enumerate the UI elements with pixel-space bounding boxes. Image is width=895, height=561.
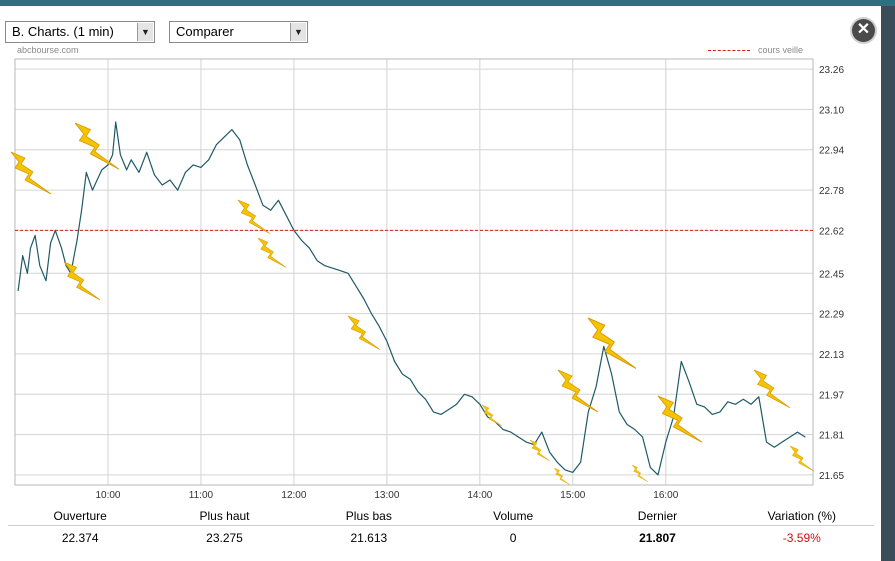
lightning-bolt-icon: [753, 369, 791, 409]
lightning-bolt-icon: [481, 404, 503, 427]
header-open: Ouverture: [53, 509, 107, 523]
value-low: 21.613: [296, 525, 441, 550]
chart-dialog: [0, 6, 881, 561]
x-tick-label: 16:00: [653, 490, 678, 501]
x-tick-label: 15:00: [560, 490, 585, 501]
chevron-down-icon[interactable]: ▼: [137, 23, 153, 41]
legend: cours veille: [708, 45, 803, 55]
value-volume: 0: [440, 525, 586, 550]
value-high: 23.275: [152, 525, 297, 550]
legend-reference-label: cours veille: [758, 45, 804, 55]
legend-reference-swatch: [708, 50, 750, 52]
lightning-bolt-icon: [529, 439, 551, 462]
y-tick-label: 21.81: [819, 431, 844, 442]
lightning-bolt-icon: [657, 395, 703, 443]
x-tick-label: 11:00: [189, 490, 214, 501]
lightning-bolt-icon: [347, 315, 381, 350]
value-open: 22.374: [8, 525, 153, 550]
lightning-bolt-icon: [237, 199, 271, 234]
y-tick-label: 21.97: [819, 390, 844, 401]
page-edge-strip: [881, 6, 895, 561]
bolt-overlay: [10, 122, 815, 485]
y-tick-label: 22.13: [819, 350, 844, 361]
value-last: 21.807: [585, 525, 730, 550]
price-series-line: [17, 121, 806, 476]
y-tick-label: 22.45: [819, 269, 844, 280]
y-tick-label: 21.65: [819, 471, 844, 482]
y-axis: 23.26 23.10 22.94 22.78 22.62 22.45 22.29 22.13…: [819, 65, 844, 482]
y-tick-label: 22.78: [819, 186, 844, 197]
compare-select-value: Comparer: [176, 24, 234, 39]
chart-type-select-value: B. Charts. (1 min): [12, 24, 114, 39]
chart-type-select[interactable]: B. Charts. (1 min) ▼: [5, 21, 155, 43]
y-tick-label: 22.62: [819, 226, 844, 237]
x-tick-label: 12:00: [281, 490, 306, 501]
header-last: Dernier: [637, 509, 678, 523]
quote-summary-table: Ouverture Plus haut Plus bas Volume Dern…: [8, 507, 874, 550]
value-variation: -3.59%: [729, 525, 874, 550]
lightning-bolt-icon: [74, 122, 120, 170]
chevron-down-icon[interactable]: ▼: [290, 23, 306, 41]
header-low: Plus bas: [345, 509, 392, 523]
y-tick-label: 22.29: [819, 310, 844, 321]
lightning-bolt-icon: [553, 467, 571, 485]
top-bar: [0, 0, 895, 6]
lightning-bolt-icon: [789, 445, 815, 472]
header-variation: Variation (%): [767, 509, 837, 523]
x-tick-label: 10:00: [95, 490, 120, 501]
lightning-bolt-icon: [257, 237, 287, 268]
lightning-bolt-icon: [631, 464, 649, 482]
lightning-bolt-icon: [557, 369, 599, 413]
x-axis: 10:00 11:00 12:00 13:00 14:00 15:00 16:00: [95, 490, 678, 501]
y-tick-label: 23.10: [819, 105, 844, 116]
lightning-bolt-icon: [10, 151, 52, 195]
y-tick-label: 23.26: [819, 65, 844, 76]
plot-border: [14, 58, 814, 486]
quote-summary: Ouverture Plus haut Plus bas Volume Dern…: [8, 507, 874, 550]
source-label: abcbourse.com: [17, 45, 79, 55]
x-tick-label: 14:00: [467, 490, 492, 501]
x-tick-label: 13:00: [374, 490, 399, 501]
lightning-bolt-icon: [587, 317, 637, 369]
header-high: Plus haut: [199, 509, 250, 523]
close-icon[interactable]: ✕: [852, 19, 875, 42]
header-volume: Volume: [493, 509, 534, 523]
compare-select[interactable]: Comparer ▼: [169, 21, 308, 43]
chart-grid: [15, 59, 813, 485]
y-tick-label: 22.94: [819, 146, 844, 157]
lightning-bolt-icon: [63, 261, 101, 301]
